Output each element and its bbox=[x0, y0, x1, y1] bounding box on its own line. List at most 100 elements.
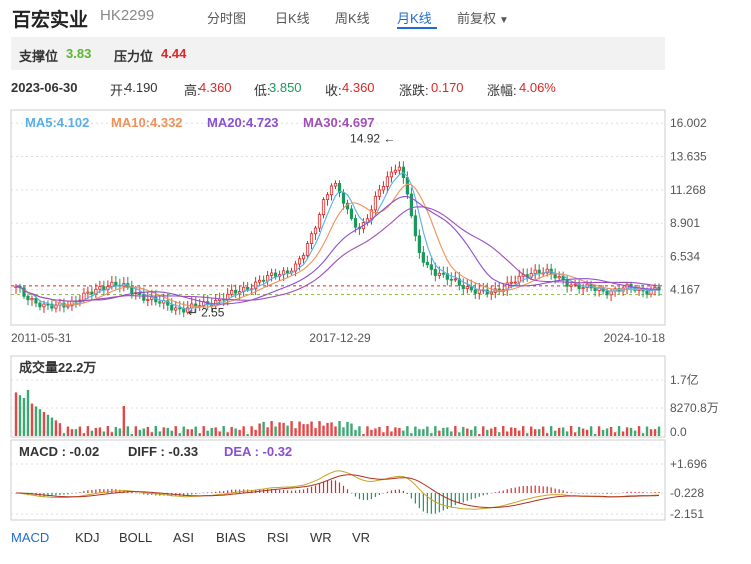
volume-bar bbox=[545, 433, 549, 436]
volume-bar bbox=[414, 426, 417, 436]
x-tick-label: 2017-12-29 bbox=[309, 331, 371, 345]
x-tick-label: 2011-05-31 bbox=[11, 331, 72, 345]
candle-body bbox=[409, 193, 413, 217]
ind-tab-boll[interactable]: BOLL bbox=[119, 530, 153, 545]
volume-bar bbox=[78, 426, 82, 436]
pct-value: 4.06% bbox=[519, 80, 556, 95]
ind-tab-kdj[interactable]: KDJ bbox=[75, 530, 100, 545]
volume-bar bbox=[510, 427, 513, 436]
volume-bar bbox=[182, 426, 185, 436]
support-value: 3.83 bbox=[66, 46, 92, 61]
volume-bar bbox=[118, 428, 122, 436]
macd-bar bbox=[51, 493, 53, 497]
tab-daily-k[interactable]: 日K线 bbox=[275, 11, 310, 26]
macd-bar bbox=[574, 492, 576, 494]
volume-bar bbox=[406, 426, 409, 436]
ind-tab-asi[interactable]: ASI bbox=[173, 530, 194, 545]
macd-bar bbox=[147, 493, 149, 496]
macd-bar bbox=[326, 480, 329, 493]
volume-bar bbox=[274, 426, 277, 436]
candle-body bbox=[537, 269, 541, 274]
volume-bar bbox=[162, 427, 165, 436]
macd-bar bbox=[199, 493, 201, 494]
macd-bar bbox=[67, 493, 69, 495]
ind-tab-bias[interactable]: BIAS bbox=[216, 530, 246, 545]
volume-bar bbox=[657, 426, 661, 436]
volume-bar bbox=[573, 432, 577, 436]
macd-bar bbox=[378, 493, 381, 495]
adjustment-dropdown[interactable]: 前复权 ▼ bbox=[457, 8, 509, 27]
macd-bar bbox=[438, 493, 440, 513]
volume-bar bbox=[242, 426, 245, 436]
macd-bar bbox=[482, 493, 484, 496]
close-label: 收: bbox=[325, 83, 342, 98]
macd-bar bbox=[95, 489, 97, 493]
macd-bar bbox=[462, 493, 464, 503]
candle-body bbox=[533, 269, 537, 274]
volume-bar bbox=[522, 426, 525, 436]
stock-name: 百宏实业 bbox=[12, 10, 89, 31]
macd-bar bbox=[642, 492, 644, 493]
volume-bar bbox=[502, 426, 505, 436]
tab-intraday[interactable]: 分时图 bbox=[207, 11, 247, 26]
macd-grid bbox=[11, 463, 665, 515]
ind-tab-vr[interactable]: VR bbox=[352, 530, 371, 545]
macd-bar bbox=[207, 492, 209, 493]
macd-bar bbox=[650, 492, 652, 493]
candle-body bbox=[238, 291, 242, 294]
volume-bar bbox=[458, 432, 461, 436]
volume-bar bbox=[490, 428, 493, 436]
macd-bar bbox=[654, 491, 656, 493]
macd-bar bbox=[538, 485, 540, 493]
candle-body bbox=[385, 176, 390, 187]
volume-bar bbox=[186, 429, 189, 436]
volume-bar bbox=[38, 409, 42, 436]
macd-bar bbox=[123, 489, 125, 493]
macd-bar bbox=[231, 489, 233, 493]
volume-bar bbox=[226, 432, 229, 436]
macd-bar bbox=[594, 493, 596, 494]
macd-bar bbox=[550, 487, 552, 493]
tab-monthly-k[interactable]: 月K线 bbox=[397, 11, 432, 26]
macd-bar bbox=[546, 486, 548, 493]
macd-lines bbox=[15, 470, 660, 510]
volume-bar bbox=[138, 429, 142, 436]
ma-line bbox=[15, 172, 660, 310]
ind-tab-wr[interactable]: WR bbox=[310, 530, 332, 545]
macd-bar bbox=[526, 485, 528, 493]
macd-bar bbox=[630, 491, 632, 493]
macd-bar bbox=[638, 491, 640, 493]
volume-bar bbox=[434, 426, 437, 436]
macd-bar bbox=[610, 493, 612, 494]
candle-body bbox=[441, 272, 445, 275]
ind-tab-macd[interactable]: MACD bbox=[11, 530, 50, 545]
volume-bar bbox=[358, 426, 361, 436]
volume-bar bbox=[541, 426, 545, 436]
volume-bar bbox=[506, 431, 509, 436]
volume-bar bbox=[438, 430, 441, 436]
ind-tab-rsi[interactable]: RSI bbox=[267, 530, 289, 545]
candle-body bbox=[573, 283, 577, 286]
macd-bar bbox=[634, 491, 636, 493]
volume-bar bbox=[585, 429, 589, 436]
macd-bar bbox=[486, 493, 488, 495]
macd-bar bbox=[514, 487, 516, 493]
volume-bar bbox=[206, 430, 209, 436]
volume-bar bbox=[322, 425, 325, 436]
macd-bar bbox=[83, 491, 85, 493]
macd-bar bbox=[71, 493, 73, 494]
macd-bar bbox=[606, 493, 608, 495]
price-grid bbox=[11, 122, 665, 291]
volume-bar bbox=[146, 426, 149, 436]
volume-bar bbox=[557, 427, 561, 436]
volume-bar bbox=[170, 430, 173, 436]
candle-body bbox=[42, 303, 46, 308]
tab-weekly-k[interactable]: 周K线 bbox=[335, 11, 370, 26]
x-tick-labels: 2011-05-31 2017-12-29 2024-10-18 bbox=[11, 331, 665, 345]
macd-bar bbox=[274, 489, 277, 493]
volume-bar bbox=[58, 423, 62, 436]
macd-bar bbox=[195, 493, 197, 494]
macd-bar bbox=[55, 493, 57, 496]
candle-body bbox=[489, 291, 493, 295]
